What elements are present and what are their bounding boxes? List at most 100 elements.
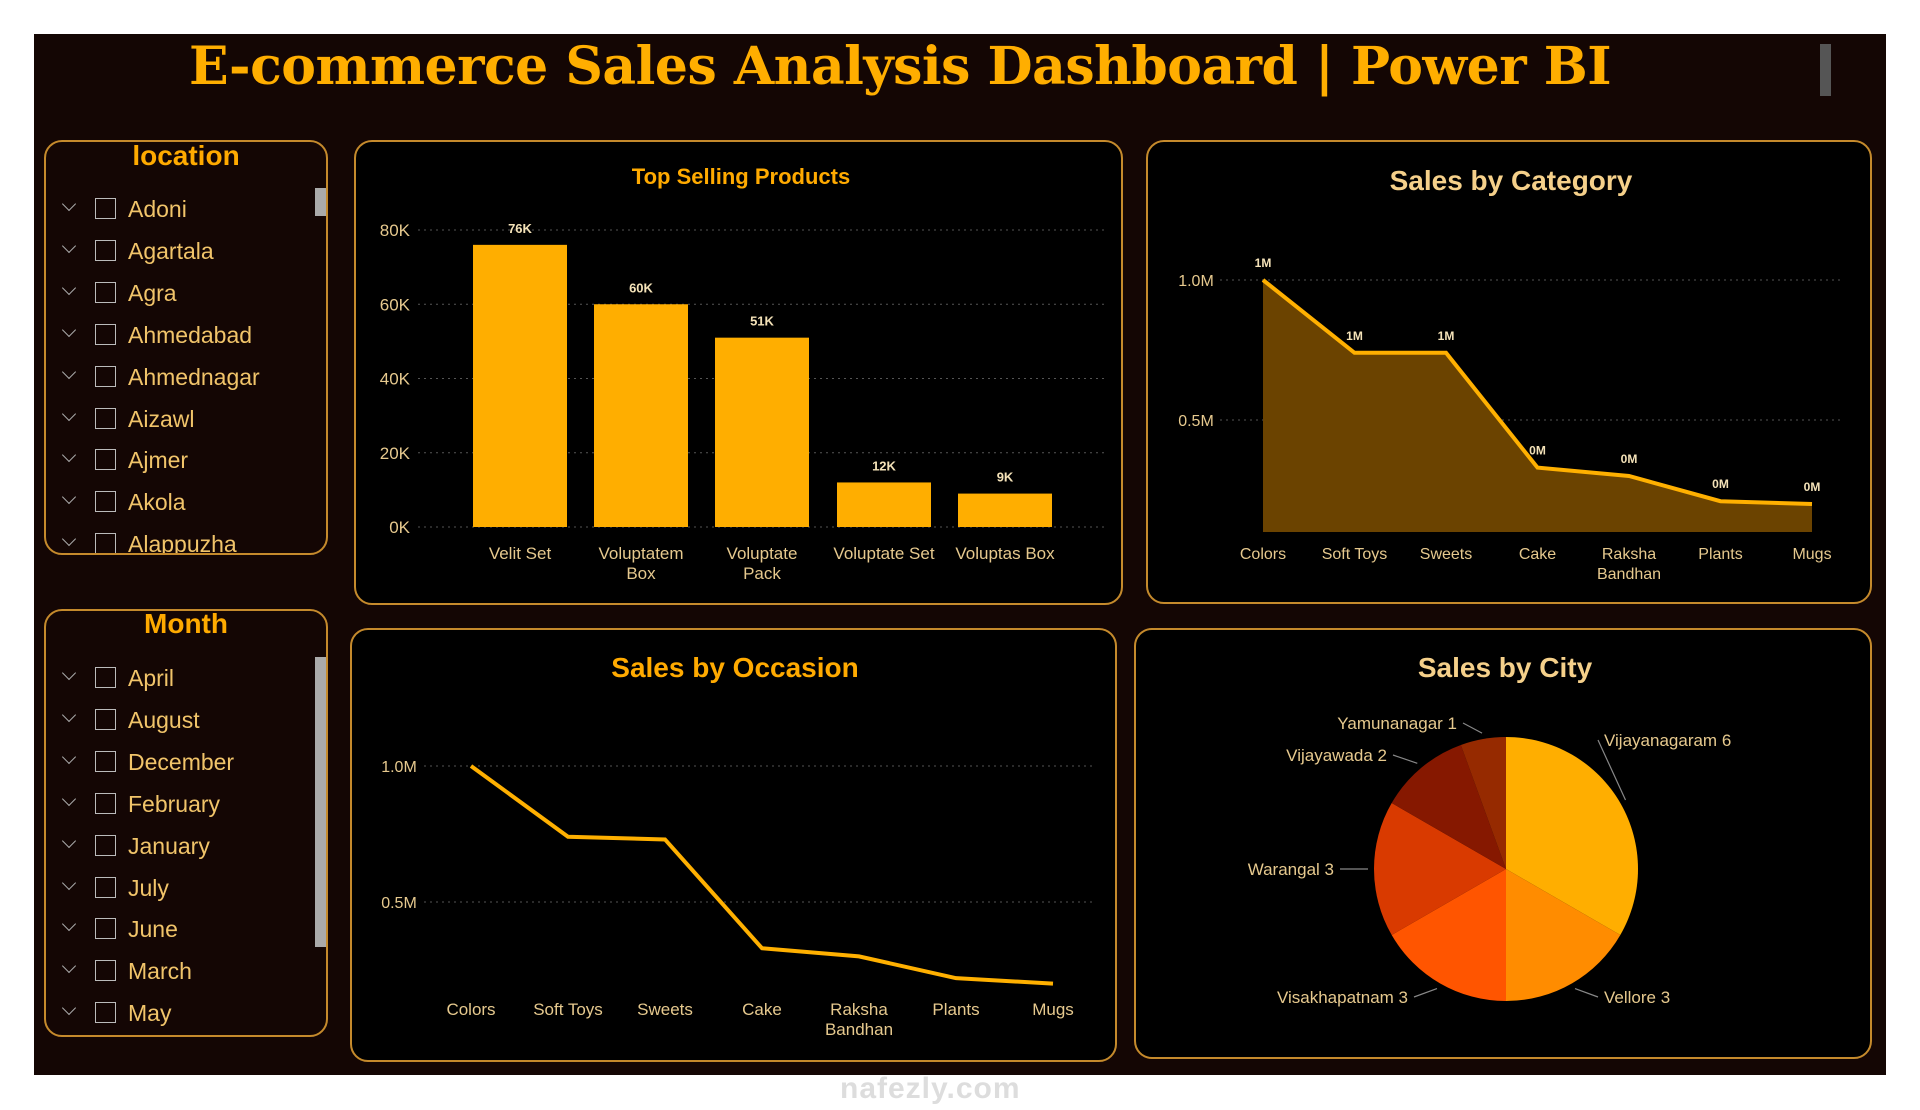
chevron-down-icon[interactable] bbox=[61, 490, 77, 505]
checkbox[interactable] bbox=[95, 960, 116, 982]
chevron-down-icon[interactable] bbox=[61, 238, 77, 253]
checkbox[interactable] bbox=[95, 750, 116, 772]
leader-line bbox=[1462, 722, 1483, 734]
pie-label: Vijayanagaram 6 bbox=[1604, 731, 1731, 750]
pie-label: Yamunanagar 1 bbox=[1337, 714, 1457, 733]
slicer-item-may[interactable]: May bbox=[46, 995, 296, 1031]
chevron-down-icon[interactable] bbox=[61, 280, 77, 295]
chart-title: Sales by City bbox=[1418, 652, 1593, 683]
bar-voluptate-pack bbox=[715, 337, 809, 527]
slicer-item-august[interactable]: August bbox=[46, 702, 296, 738]
page-scrollbar[interactable] bbox=[1820, 44, 1831, 96]
checkbox[interactable] bbox=[95, 239, 116, 261]
chart-title: Sales by Category bbox=[1390, 165, 1633, 196]
area-line bbox=[1261, 278, 1813, 506]
chevron-down-icon[interactable] bbox=[61, 364, 77, 379]
chevron-down-icon[interactable] bbox=[61, 322, 77, 337]
slicer-item-december[interactable]: December bbox=[46, 744, 296, 780]
chevron-down-icon[interactable] bbox=[61, 959, 77, 974]
category-label: Sweets bbox=[637, 1000, 693, 1019]
chevron-down-icon[interactable] bbox=[61, 875, 77, 890]
chevron-down-icon[interactable] bbox=[61, 532, 77, 547]
y-tick-label: 60K bbox=[380, 295, 411, 314]
slicer-item-agra[interactable]: Agra bbox=[46, 275, 296, 311]
slicer-item-label: June bbox=[128, 916, 178, 943]
chevron-down-icon[interactable] bbox=[61, 833, 77, 848]
slicer-item-agartala[interactable]: Agartala bbox=[46, 233, 296, 269]
checkbox[interactable] bbox=[95, 792, 116, 814]
sales-by-city-chart: Sales by City Vijayanagaram 6 Vellore 3 Vis… bbox=[1248, 652, 1732, 1007]
chevron-down-icon[interactable] bbox=[61, 665, 77, 681]
slicer-item-february[interactable]: February bbox=[46, 786, 296, 822]
checkbox[interactable] bbox=[95, 1002, 116, 1024]
chevron-down-icon[interactable] bbox=[61, 1001, 77, 1016]
sales-by-category-panel: Sales by Category 0.5M 1.0M 1M Colors 1M Soft … bbox=[1146, 140, 1872, 604]
category-label: Colors bbox=[446, 1000, 495, 1019]
chevron-down-icon[interactable] bbox=[61, 406, 77, 421]
slicer-item-label: March bbox=[128, 958, 192, 985]
slicer-item-akola[interactable]: Akola bbox=[46, 484, 296, 520]
checkbox[interactable] bbox=[95, 708, 116, 730]
category-label: Bandhan bbox=[1597, 566, 1661, 583]
slicer-item-ahmedabad[interactable]: Ahmedabad bbox=[46, 317, 296, 353]
month-scrollbar[interactable] bbox=[315, 657, 326, 947]
category-label: Velit Set bbox=[489, 544, 552, 563]
checkbox[interactable] bbox=[95, 281, 116, 303]
chevron-down-icon[interactable] bbox=[61, 448, 77, 463]
y-tick-label: 0.5M bbox=[381, 895, 417, 912]
slicer-item-ajmer[interactable]: Ajmer bbox=[46, 442, 296, 478]
slicer-item-adoni[interactable]: Adoni bbox=[46, 191, 296, 227]
slicer-item-january[interactable]: January bbox=[46, 828, 296, 864]
pie-slice-warangal bbox=[1374, 803, 1506, 935]
chevron-down-icon[interactable] bbox=[61, 791, 77, 806]
checkbox[interactable] bbox=[95, 918, 116, 940]
slicer-item-label: July bbox=[128, 874, 169, 901]
top-selling-products-panel: Top Selling Products 0K 20K 40K 60K 80K 76K Vel… bbox=[354, 140, 1123, 605]
slicer-item-june[interactable]: June bbox=[46, 911, 296, 947]
sales-by-category-chart: Sales by Category 0.5M 1.0M 1M Colors 1M Soft … bbox=[1178, 165, 1841, 583]
category-label: Voluptate Set bbox=[833, 544, 934, 563]
slicer-item-ahmednagar[interactable]: Ahmednagar bbox=[46, 359, 296, 395]
slicer-item-july[interactable]: July bbox=[46, 870, 296, 906]
category-label: Voluptate bbox=[727, 544, 798, 563]
sales-by-occasion-chart: Sales by Occasion 0.5M 1.0M Colors Soft Toys… bbox=[381, 652, 1092, 1039]
data-label: 9K bbox=[997, 470, 1014, 485]
sales-by-city-panel: Sales by City Vijayanagaram 6 Vellore 3 Vis… bbox=[1134, 628, 1872, 1059]
data-label: 51K bbox=[750, 314, 774, 329]
category-label: Pack bbox=[743, 564, 781, 583]
chevron-down-icon[interactable] bbox=[61, 707, 77, 722]
slicer-item-march[interactable]: March bbox=[46, 953, 296, 989]
pie-label: Vijayawada 2 bbox=[1286, 746, 1387, 765]
slicer-item-label: Akola bbox=[128, 489, 186, 516]
checkbox[interactable] bbox=[95, 834, 116, 856]
slicer-item-label: January bbox=[128, 832, 210, 859]
checkbox[interactable] bbox=[95, 876, 116, 898]
category-label: Box bbox=[626, 564, 656, 583]
data-label: 12K bbox=[872, 458, 896, 473]
slicer-item-alappuzha[interactable]: Alappuzha bbox=[46, 526, 296, 553]
y-tick-label: 0K bbox=[389, 518, 410, 537]
location-scrollbar[interactable] bbox=[315, 188, 326, 216]
checkbox[interactable] bbox=[95, 365, 116, 387]
chevron-down-icon[interactable] bbox=[61, 749, 77, 764]
slicer-item-label: December bbox=[128, 748, 235, 775]
category-label: Plants bbox=[1698, 546, 1742, 563]
slicer-item-label: Agra bbox=[128, 279, 177, 306]
chevron-down-icon[interactable] bbox=[61, 196, 77, 212]
chevron-down-icon[interactable] bbox=[61, 917, 77, 932]
slicer-item-label: February bbox=[128, 790, 221, 817]
slicer-item-aizawl[interactable]: Aizawl bbox=[46, 401, 296, 437]
checkbox[interactable] bbox=[95, 323, 116, 345]
bar-voluptas-box bbox=[958, 493, 1052, 527]
data-label: 0M bbox=[1621, 452, 1638, 466]
checkbox[interactable] bbox=[95, 407, 116, 429]
category-label: Mugs bbox=[1032, 1000, 1074, 1019]
area-fill bbox=[1263, 280, 1812, 532]
checkbox[interactable] bbox=[95, 198, 116, 219]
slicer-item-april[interactable]: April bbox=[46, 660, 296, 696]
checkbox[interactable] bbox=[95, 533, 116, 553]
checkbox[interactable] bbox=[95, 667, 116, 688]
pie-slice-vellore bbox=[1506, 869, 1621, 1001]
checkbox[interactable] bbox=[95, 449, 116, 471]
checkbox[interactable] bbox=[95, 491, 116, 513]
